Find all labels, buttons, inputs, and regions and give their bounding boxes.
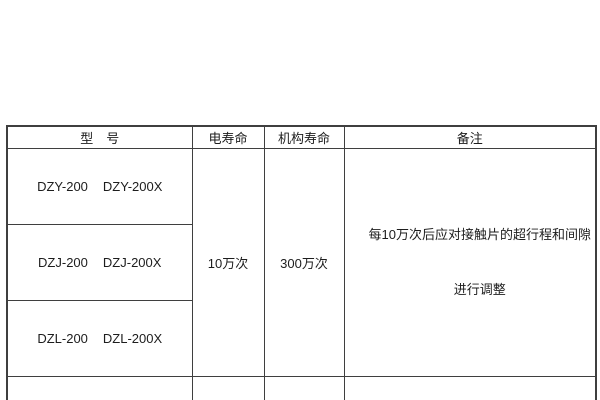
remark-cell-group1: 每10万次后应对接触片的超行程和间隙 进行调整 bbox=[343, 147, 597, 377]
relay-life-spec-table: 型 号 电寿命 机构寿命 备注 DZY-200 DZY-200X 10万次 30… bbox=[6, 125, 597, 400]
model-standard: DZJ-200 bbox=[38, 254, 88, 270]
model-variant: DZY-200X bbox=[102, 178, 163, 194]
model-pair: DZY-200 DZY-200X bbox=[8, 178, 191, 194]
model-standard: DZL-200 bbox=[37, 330, 88, 346]
remark-line-1: 每10万次后应对接触片的超行程和间隙 bbox=[368, 227, 591, 242]
model-standard: DZY-200 bbox=[37, 178, 88, 194]
electrical-life-cell-group1: 10万次 bbox=[191, 147, 265, 377]
electrical-life-cell-group2: 1000次 bbox=[191, 375, 265, 400]
remark-cell-group2 bbox=[343, 375, 597, 400]
table-header-row: 型 号 电寿命 机构寿命 备注 bbox=[6, 125, 597, 149]
model-cell: DZY-200 DZY-200X bbox=[6, 147, 193, 225]
model-cell: DZB-200 DZB-200X bbox=[6, 375, 193, 400]
model-pair: DZJ-200 DZJ-200X bbox=[8, 254, 191, 270]
model-variant: DZJ-200X bbox=[102, 254, 162, 270]
header-mechanism-life: 机构寿命 bbox=[263, 125, 345, 149]
table-row-dzl: DZL-200 DZL-200X bbox=[6, 299, 596, 377]
header-model: 型 号 bbox=[6, 125, 193, 149]
model-cell: DZJ-200 DZJ-200X bbox=[6, 223, 193, 301]
table-row-dzb: DZB-200 DZB-200X 1000次 bbox=[6, 375, 597, 400]
model-variant: DZL-200X bbox=[102, 330, 163, 346]
remark-line-2: 进行调整 bbox=[453, 282, 506, 297]
mechanism-life-cell-group1: 300万次 bbox=[263, 147, 345, 377]
table-row-dzy: DZY-200 DZY-200X 10万次 300万次 每10万次后应对接触片的… bbox=[6, 147, 597, 377]
mechanism-life-cell-group2 bbox=[263, 375, 345, 400]
model-cell: DZL-200 DZL-200X bbox=[6, 299, 193, 377]
header-remarks: 备注 bbox=[343, 125, 597, 149]
header-electrical-life: 电寿命 bbox=[191, 125, 265, 149]
model-pair: DZL-200 DZL-200X bbox=[8, 330, 191, 346]
table-row-dzj: DZJ-200 DZJ-200X bbox=[6, 223, 596, 301]
